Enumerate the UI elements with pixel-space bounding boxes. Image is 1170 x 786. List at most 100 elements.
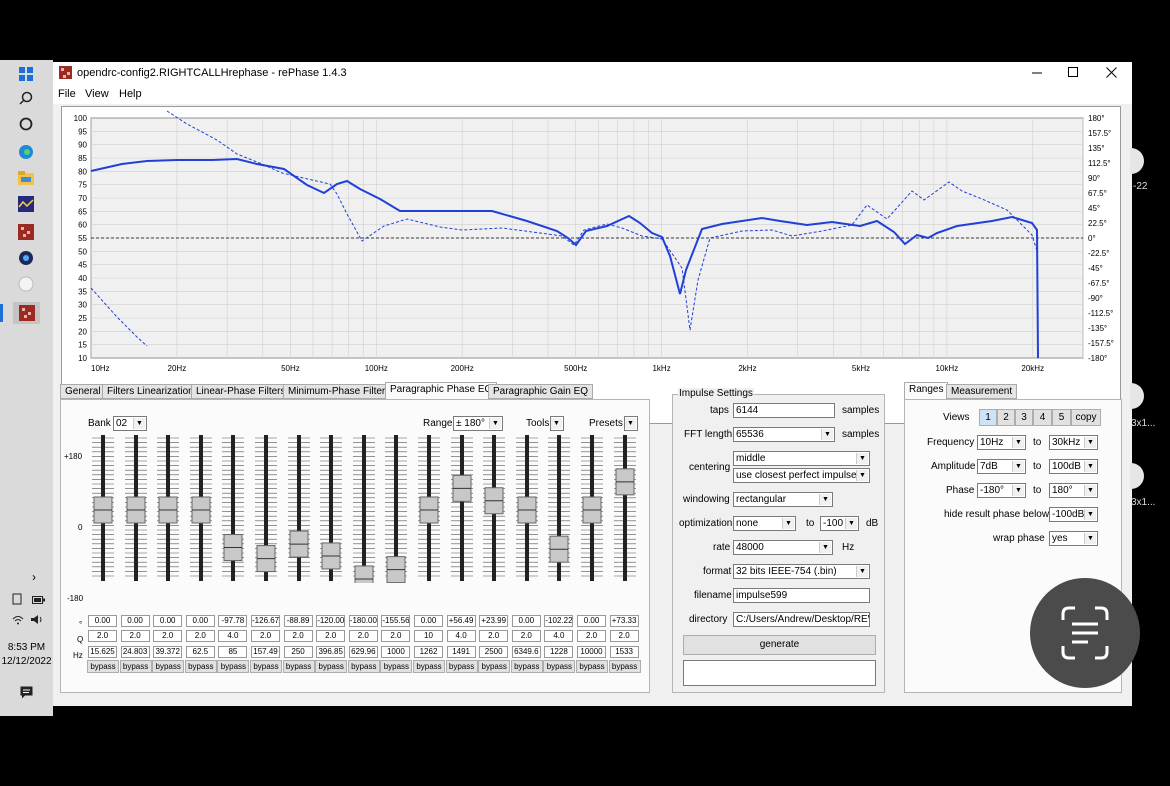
band-q-input[interactable]: 2.0 (153, 630, 183, 642)
band-frequency-input[interactable]: 1533 (609, 646, 639, 658)
view-4-button[interactable]: 4 (1033, 409, 1052, 426)
screen-scan-button[interactable] (1030, 578, 1140, 688)
tab-filters-linearization[interactable]: Filters Linearization (102, 384, 199, 399)
band-q-input[interactable]: 2.0 (348, 630, 378, 642)
windowing-select[interactable]: rectangular ▼ (733, 492, 833, 507)
rate-select[interactable]: 48000 ▼ (733, 540, 833, 555)
band-phase-input[interactable]: -155.56 (381, 615, 411, 627)
band-frequency-input[interactable]: 39.372 (153, 646, 183, 658)
generate-button[interactable]: generate (683, 635, 876, 655)
band-frequency-input[interactable]: 15.625 (88, 646, 117, 658)
windows-icon[interactable] (18, 66, 34, 82)
band-phase-input[interactable]: 0.00 (185, 615, 215, 627)
band-phase-input[interactable]: 0.00 (511, 615, 541, 627)
clock-date[interactable]: 12/12/2022 (1, 656, 52, 667)
view-1-button[interactable]: 1 (979, 409, 997, 426)
band-frequency-input[interactable]: 1491 (446, 646, 476, 658)
band-q-input[interactable]: 2.0 (185, 630, 215, 642)
band-frequency-input[interactable]: 157.49 (251, 646, 280, 658)
filename-input[interactable]: impulse599 (733, 588, 870, 603)
band-bypass-button[interactable]: bypass (413, 660, 445, 673)
phase-to-select[interactable]: 180° ▼ (1049, 483, 1098, 498)
centering-select[interactable]: middle ▼ (733, 451, 870, 466)
band-frequency-input[interactable]: 2500 (479, 646, 509, 658)
centering-mode-select[interactable]: use closest perfect impulse ▼ (733, 468, 870, 483)
minimize-icon[interactable] (1031, 66, 1043, 81)
range-select[interactable]: ± 180° ▼ (453, 416, 503, 431)
tab-measurement[interactable]: Measurement (946, 384, 1018, 399)
hide-phase-select[interactable]: -100dB ▼ (1049, 507, 1098, 522)
menu-file[interactable]: File (58, 88, 76, 100)
band-frequency-input[interactable]: 1000 (381, 646, 411, 658)
copy-view-button[interactable]: copy (1071, 409, 1101, 426)
band-frequency-input[interactable]: 250 (283, 646, 313, 658)
view-2-button[interactable]: 2 (997, 409, 1015, 426)
amplitude-from-select[interactable]: 7dB ▼ (977, 459, 1026, 474)
band-bypass-button[interactable]: bypass (250, 660, 282, 673)
view-5-button[interactable]: 5 (1052, 409, 1071, 426)
fft-length-select[interactable]: 65536 ▼ (733, 427, 835, 442)
search-icon[interactable] (18, 90, 34, 106)
tools-menu-button[interactable]: ▼ (550, 416, 564, 431)
cortana-icon[interactable] (18, 116, 34, 132)
rephase-active-icon[interactable] (13, 302, 40, 324)
band-phase-input[interactable]: -126.67 (251, 615, 280, 627)
title-bar[interactable]: opendrc-config2.RIGHTCALLHrephase - rePh… (53, 62, 1132, 84)
band-phase-input[interactable]: -120.00 (316, 615, 346, 627)
band-q-input[interactable]: 2.0 (511, 630, 541, 642)
band-bypass-button[interactable]: bypass (87, 660, 119, 673)
band-frequency-input[interactable]: 85 (218, 646, 248, 658)
band-phase-input[interactable]: 0.00 (153, 615, 183, 627)
band-q-input[interactable]: 10 (414, 630, 443, 642)
band-bypass-button[interactable]: bypass (184, 660, 217, 673)
menu-view[interactable]: View (85, 88, 109, 100)
wrap-phase-select[interactable]: yes ▼ (1049, 531, 1098, 546)
notification-icon[interactable] (20, 686, 33, 702)
amplitude-to-select[interactable]: 100dB ▼ (1049, 459, 1098, 474)
format-select[interactable]: 32 bits IEEE-754 (.bin) ▼ (733, 564, 870, 579)
band-bypass-button[interactable]: bypass (119, 660, 152, 673)
band-q-input[interactable]: 4.0 (446, 630, 476, 642)
edge-icon[interactable] (18, 144, 34, 160)
volume-icon[interactable] (31, 614, 44, 628)
clock-time[interactable]: 8:53 PM (7, 642, 46, 653)
band-phase-input[interactable]: -97.78 (218, 615, 248, 627)
band-phase-input[interactable]: -180.00 (348, 615, 378, 627)
band-bypass-button[interactable]: bypass (478, 660, 511, 673)
wifi-icon[interactable] (12, 615, 24, 628)
frequency-response-graph[interactable]: 100 95 90 85 80 75 70 65 60 55 50 45 40 35 30 25 20 15 10 … (61, 106, 1121, 424)
battery-icon[interactable] (32, 595, 45, 607)
band-q-input[interactable]: 4.0 (544, 630, 574, 642)
band-q-input[interactable]: 2.0 (479, 630, 509, 642)
band-bypass-button[interactable]: bypass (282, 660, 315, 673)
rew-icon[interactable] (18, 196, 34, 212)
band-q-input[interactable]: 4.0 (218, 630, 248, 642)
band-phase-input[interactable]: -88.89 (283, 615, 313, 627)
tab-linear-phase-filters[interactable]: Linear-Phase Filters (191, 384, 291, 399)
band-bypass-button[interactable]: bypass (445, 660, 478, 673)
band-bypass-button[interactable]: bypass (347, 660, 380, 673)
phase-from-select[interactable]: -180° ▼ (977, 483, 1026, 498)
band-frequency-input[interactable]: 62.5 (185, 646, 215, 658)
taps-input[interactable]: 6144 (733, 403, 835, 418)
band-bypass-button[interactable]: bypass (217, 660, 250, 673)
tab-general[interactable]: General (60, 384, 106, 399)
band-frequency-input[interactable]: 1228 (544, 646, 574, 658)
chevron-up-icon[interactable]: › (32, 570, 36, 584)
device-icon[interactable] (12, 593, 22, 608)
optimization-select[interactable]: none ▼ (733, 516, 796, 531)
app-icon[interactable] (18, 276, 34, 292)
rephase-icon[interactable] (18, 224, 34, 240)
directory-input[interactable]: C:/Users/Andrew/Desktop/REW... (733, 612, 870, 627)
close-icon[interactable] (1106, 67, 1117, 81)
band-bypass-button[interactable]: bypass (510, 660, 543, 673)
graph-canvas[interactable]: 100959085807570656055504540353025201510 … (62, 107, 1120, 423)
band-phase-input[interactable]: 0.00 (577, 615, 606, 627)
band-bypass-button[interactable]: bypass (380, 660, 413, 673)
maximize-icon[interactable] (1068, 67, 1079, 81)
tab-paragraphic-gain-eq[interactable]: Paragraphic Gain EQ (488, 384, 594, 399)
band-frequency-input[interactable]: 629.96 (348, 646, 378, 658)
band-frequency-input[interactable]: 10000 (577, 646, 606, 658)
band-phase-input[interactable]: 0.00 (88, 615, 117, 627)
band-q-input[interactable]: 2.0 (120, 630, 150, 642)
